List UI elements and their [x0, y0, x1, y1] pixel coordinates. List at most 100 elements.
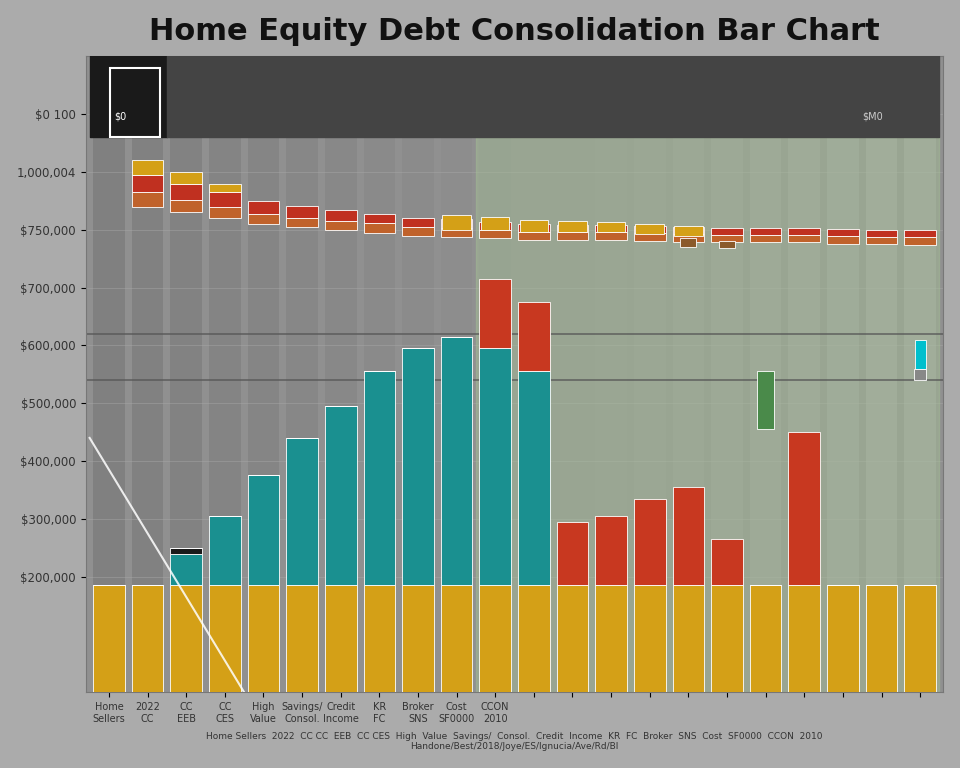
Bar — [557, 585, 588, 692]
Bar — [557, 521, 588, 585]
X-axis label: Home Sellers  2022  CC CC  EEB  CC CES  High  Value  Savings/  Consol.  Credit  : Home Sellers 2022 CC CC EEB CC CES High … — [206, 732, 823, 751]
Bar — [209, 192, 241, 207]
Bar — [364, 223, 396, 233]
Bar — [286, 206, 318, 217]
Bar — [402, 227, 434, 236]
Bar — [364, 585, 396, 692]
Bar — [788, 56, 820, 692]
Bar — [558, 220, 587, 232]
Bar — [518, 224, 550, 231]
Bar — [519, 220, 548, 231]
Bar — [132, 56, 163, 692]
Bar — [364, 214, 396, 223]
Bar — [286, 217, 318, 227]
Bar — [441, 585, 472, 692]
Bar — [132, 161, 163, 175]
Bar — [402, 349, 434, 585]
Bar — [364, 56, 396, 692]
Bar — [209, 184, 241, 192]
Bar — [788, 585, 820, 692]
Bar — [634, 585, 665, 692]
Bar — [673, 227, 705, 233]
Bar — [828, 236, 859, 243]
Bar — [788, 432, 820, 585]
Bar — [711, 228, 743, 235]
Bar — [324, 406, 356, 585]
Bar — [286, 438, 318, 585]
Bar — [93, 585, 125, 692]
Bar — [634, 226, 665, 233]
Bar — [170, 184, 202, 200]
Bar — [170, 554, 202, 585]
Bar — [441, 56, 472, 692]
Bar — [750, 235, 781, 243]
Bar — [170, 548, 202, 554]
Bar — [248, 214, 279, 224]
Bar — [132, 175, 163, 192]
Bar — [248, 201, 279, 214]
Bar — [719, 241, 735, 248]
Bar — [866, 237, 898, 244]
Bar — [170, 172, 202, 184]
Bar — [595, 56, 627, 692]
Bar — [170, 56, 202, 692]
Bar — [557, 56, 588, 692]
Bar — [711, 585, 743, 692]
Bar — [170, 585, 202, 692]
Bar — [828, 56, 859, 692]
Bar — [209, 585, 241, 692]
Bar — [634, 56, 665, 692]
Bar — [634, 498, 665, 585]
Bar — [364, 372, 396, 585]
Bar — [441, 228, 472, 237]
Bar — [248, 475, 279, 585]
Bar — [557, 232, 588, 240]
Bar — [828, 585, 859, 692]
Bar — [711, 235, 743, 243]
Bar — [479, 230, 511, 238]
Bar — [441, 336, 472, 585]
Bar — [634, 233, 665, 241]
Bar — [209, 56, 241, 692]
Bar — [673, 585, 705, 692]
Bar — [518, 585, 550, 692]
Bar — [595, 516, 627, 585]
Bar — [93, 56, 125, 692]
Text: $M0: $M0 — [862, 112, 883, 122]
Bar — [518, 231, 550, 240]
Bar — [674, 227, 703, 236]
Bar — [866, 585, 898, 692]
Bar — [636, 224, 664, 233]
Bar — [132, 585, 163, 692]
Bar — [248, 56, 279, 692]
Bar — [904, 237, 936, 245]
Bar — [595, 232, 627, 240]
Bar — [904, 230, 936, 237]
Bar — [443, 215, 470, 230]
Bar — [286, 56, 318, 692]
Bar — [479, 349, 511, 585]
Bar — [518, 56, 550, 692]
Bar — [750, 56, 781, 692]
Bar — [518, 302, 550, 372]
Bar — [673, 233, 705, 242]
Bar — [595, 224, 627, 232]
Bar — [402, 585, 434, 692]
Bar — [324, 585, 356, 692]
Bar — [866, 56, 898, 692]
Bar — [673, 487, 705, 585]
Bar — [788, 228, 820, 235]
Bar — [441, 220, 472, 228]
Bar — [914, 369, 926, 380]
Title: Home Equity Debt Consolidation Bar Chart: Home Equity Debt Consolidation Bar Chart — [149, 17, 880, 45]
Bar — [479, 279, 511, 349]
Bar — [866, 230, 898, 237]
Text: $0: $0 — [115, 112, 127, 122]
Bar — [286, 585, 318, 692]
Bar — [597, 222, 625, 232]
Bar — [132, 192, 163, 207]
Bar — [324, 220, 356, 230]
Bar — [324, 210, 356, 220]
Bar — [557, 224, 588, 232]
Bar — [750, 228, 781, 235]
